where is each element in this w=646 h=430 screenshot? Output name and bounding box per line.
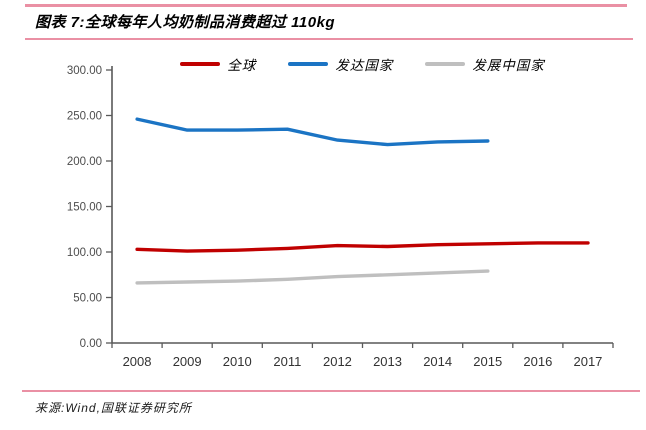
x-axis-tick-label: 2013 [373, 354, 402, 369]
x-axis-tick-label: 2016 [523, 354, 552, 369]
legend-label: 全球 [227, 58, 257, 73]
x-axis-tick-label: 2017 [573, 354, 602, 369]
title-divider [25, 38, 633, 40]
y-axis-tick-label: 0.00 [80, 338, 102, 350]
legend-line-sample-global [180, 62, 221, 66]
series-line-global [135, 241, 590, 253]
footer-divider [22, 390, 640, 393]
source-note: 来源:Wind,国联证券研究所 [35, 401, 192, 415]
legend-item-global: 全球 [180, 54, 256, 74]
y-axis-tick-label: 150.00 [67, 202, 102, 214]
legend-item-developing-countries: 发展中国家 [425, 54, 545, 74]
x-axis-tick-label: 2014 [423, 354, 452, 369]
y-axis-tick-label: 250.00 [67, 111, 102, 123]
line-chart: 0.00 50.00 100.00 150.00 200.00 250.00 300.00 2… [67, 65, 614, 369]
legend-item-developed-countries: 发达国家 [288, 54, 393, 74]
figure-title: 图表 7:全球每年人均奶制品消费超过 110kg [35, 14, 336, 31]
y-axis-tick-label: 300.00 [67, 65, 102, 77]
top-divider [25, 4, 627, 7]
x-axis-tick-label: 2015 [473, 354, 502, 369]
y-axis-tick-label: 100.00 [67, 247, 102, 259]
legend-line-sample-developed-countries [288, 62, 329, 66]
legend-label: 发展中国家 [472, 58, 545, 73]
x-axis-tick-label: 2008 [123, 354, 152, 369]
legend-label: 发达国家 [335, 58, 394, 73]
y-axis-tick-label: 50.00 [73, 293, 102, 305]
x-axis-tick-label: 2011 [273, 354, 301, 369]
y-axis-tick-label: 200.00 [67, 156, 102, 168]
chart-legend: 全球 发达国家 发展中国家 [112, 54, 613, 74]
x-axis-tick-label: 2012 [323, 354, 352, 369]
series-line-developed-countries [135, 117, 490, 147]
x-axis-tick-label: 2009 [173, 354, 202, 369]
legend-line-sample-developing-countries [425, 62, 466, 66]
x-axis-tick-label: 2010 [223, 354, 252, 369]
series-line-developing-countries [135, 269, 490, 285]
